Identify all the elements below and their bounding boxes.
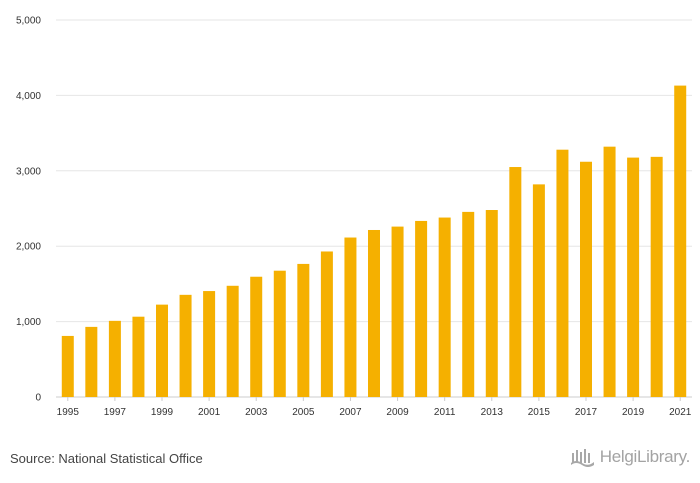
bar-1998[interactable] — [132, 316, 145, 397]
x-axis: 1995 1997 1999 2001 2003 2005 2007 2009 2011 2013… — [57, 397, 692, 418]
y-tick-label: 1,000 — [16, 317, 41, 328]
x-tick-label: 2015 — [528, 407, 551, 418]
x-tick-label: 2013 — [481, 407, 504, 418]
x-tick-label: 2001 — [198, 407, 221, 418]
bar-2018[interactable] — [603, 146, 616, 397]
bar-1997[interactable] — [108, 320, 121, 397]
x-tick-label: 1999 — [151, 407, 174, 418]
x-tick-label: 1997 — [104, 407, 127, 418]
y-tick-label: 0 — [35, 393, 41, 404]
bar-2001[interactable] — [203, 291, 216, 397]
bar-chart: 0 1,000 2,000 3,000 4,000 5,000 1995 1997 1999 2… — [16, 16, 692, 418]
y-tick-label: 3,000 — [16, 166, 41, 177]
x-tick-label: 2011 — [434, 407, 456, 418]
bar-2004[interactable] — [273, 270, 286, 397]
x-tick-label: 2005 — [292, 407, 315, 418]
x-tick-label: 2009 — [386, 407, 409, 418]
bar-2006[interactable] — [320, 251, 333, 397]
bar-2016[interactable] — [556, 149, 569, 397]
bar-2014[interactable] — [509, 167, 522, 397]
bar-2015[interactable] — [532, 184, 545, 397]
bar-2017[interactable] — [580, 161, 592, 397]
bars — [61, 85, 687, 397]
y-tick-label: 2,000 — [16, 242, 41, 253]
y-axis: 0 1,000 2,000 3,000 4,000 5,000 — [16, 16, 41, 404]
logo-text: HelgiLibrary. — [599, 447, 691, 466]
source-note: Source: National Statistical Office — [10, 451, 203, 466]
bar-2000[interactable] — [179, 294, 192, 397]
bar-2002[interactable] — [226, 285, 239, 397]
bar-1995[interactable] — [61, 335, 74, 397]
y-tick-label: 4,000 — [16, 91, 41, 102]
bar-2021[interactable] — [674, 85, 687, 397]
bar-2005[interactable] — [297, 263, 310, 397]
bar-2003[interactable] — [250, 276, 263, 397]
helgi-library-logo-icon — [570, 449, 594, 467]
bar-2007[interactable] — [344, 237, 357, 397]
bar-2010[interactable] — [415, 220, 428, 397]
bar-2020[interactable] — [650, 156, 663, 397]
x-tick-label: 2003 — [245, 407, 268, 418]
bar-2012[interactable] — [462, 211, 475, 397]
x-tick-label: 2021 — [669, 407, 692, 418]
x-tick-label: 2017 — [575, 407, 598, 418]
bar-1996[interactable] — [85, 326, 98, 397]
bar-2009[interactable] — [391, 226, 404, 397]
bar-2011[interactable] — [438, 217, 451, 397]
x-tick-label: 1995 — [57, 407, 80, 418]
bar-2019[interactable] — [627, 157, 640, 397]
x-tick-label: 2019 — [622, 407, 645, 418]
bar-2008[interactable] — [368, 229, 380, 397]
x-tick-label: 2007 — [339, 407, 362, 418]
helgi-library-logo[interactable]: HelgiLibrary. — [570, 447, 690, 467]
chart-footer: Source: National Statistical Office Helg… — [0, 441, 700, 483]
bar-2013[interactable] — [485, 210, 498, 397]
y-tick-label: 5,000 — [16, 16, 41, 27]
bar-1999[interactable] — [156, 304, 168, 397]
